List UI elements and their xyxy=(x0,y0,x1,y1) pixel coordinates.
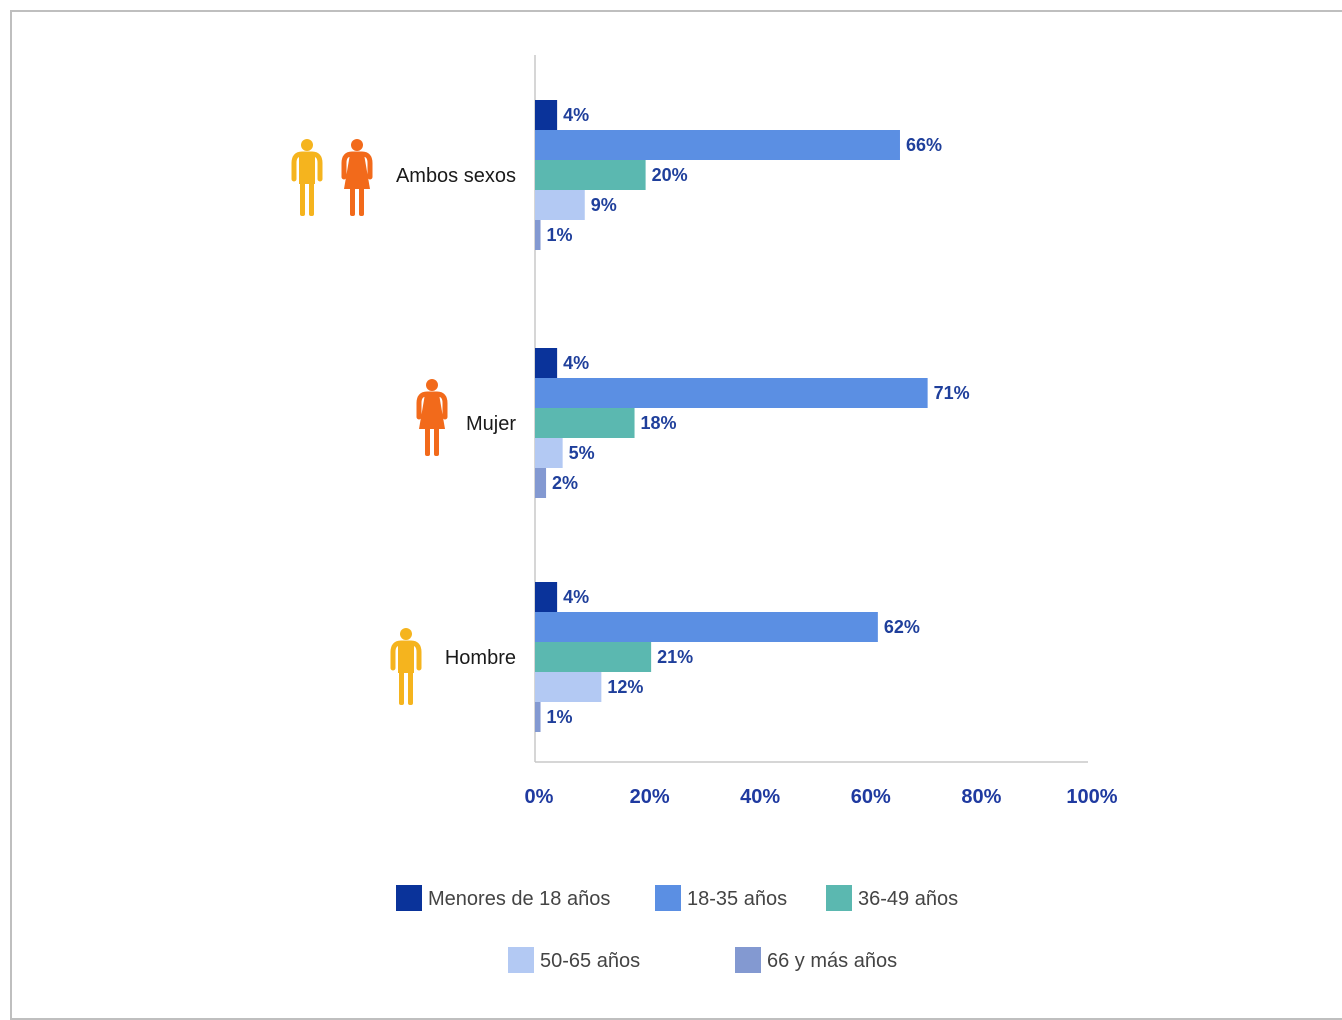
value-label-ambos-sexos-18-35-anos: 66% xyxy=(906,135,942,155)
legend-label-menores-de-18-anos: Menores de 18 años xyxy=(428,888,610,910)
man-icon xyxy=(291,139,323,216)
value-label-ambos-sexos-66-y-mas-anos: 1% xyxy=(547,225,573,245)
legend-swatch-menores-de-18-anos xyxy=(396,885,422,911)
bar-ambos-sexos-50-65-anos xyxy=(535,190,585,220)
value-label-ambos-sexos-36-49-anos: 20% xyxy=(652,165,688,185)
legend-label-50-65-anos: 50-65 años xyxy=(540,950,640,972)
bar-ambos-sexos-66-y-mas-anos xyxy=(535,220,541,250)
x-ticks-group: 0% 20% 40% 60% 80% 100% xyxy=(525,786,1118,808)
legend-swatch-18-35-anos xyxy=(655,885,681,911)
bar-ambos-sexos-18-35-anos xyxy=(535,130,900,160)
value-label-ambos-sexos-50-65-anos: 9% xyxy=(591,195,617,215)
x-tick-label: 60% xyxy=(851,786,891,808)
value-label-hombre-menores-de-18-anos: 4% xyxy=(563,587,589,607)
bar-mujer-menores-de-18-anos xyxy=(535,348,558,378)
bars-group: 4% 66% 20% 9% 1% Ambos sexos 4% 71% 18% 5% 2% Mujer… xyxy=(396,100,970,732)
value-label-mujer-66-y-mas-anos: 2% xyxy=(552,473,578,493)
bar-hombre-18-35-anos xyxy=(535,612,878,642)
category-label-ambos-sexos: Ambos sexos xyxy=(396,165,516,187)
category-label-hombre: Hombre xyxy=(445,647,516,669)
legend-label-66-y-mas-anos: 66 y más años xyxy=(767,950,897,972)
value-label-hombre-50-65-anos: 12% xyxy=(607,677,643,697)
bar-hombre-36-49-anos xyxy=(535,642,652,672)
legend-swatch-36-49-anos xyxy=(826,885,852,911)
bar-hombre-66-y-mas-anos xyxy=(535,702,541,732)
man-icon xyxy=(390,628,422,705)
category-label-mujer: Mujer xyxy=(466,413,516,435)
woman-icon xyxy=(416,379,448,456)
bar-hombre-50-65-anos xyxy=(535,672,602,702)
woman-icon xyxy=(341,139,373,216)
x-tick-label: 0% xyxy=(525,786,554,808)
category-icons-group xyxy=(291,139,448,705)
legend-swatch-50-65-anos xyxy=(508,947,534,973)
bar-ambos-sexos-36-49-anos xyxy=(535,160,646,190)
legend-label-18-35-anos: 18-35 años xyxy=(687,888,787,910)
legend: Menores de 18 años 18-35 años 36-49 años 50… xyxy=(396,885,958,973)
bar-mujer-36-49-anos xyxy=(535,408,635,438)
bar-mujer-66-y-mas-anos xyxy=(535,468,547,498)
value-label-mujer-50-65-anos: 5% xyxy=(569,443,595,463)
bar-ambos-sexos-menores-de-18-anos xyxy=(535,100,558,130)
bar-mujer-18-35-anos xyxy=(535,378,928,408)
value-label-ambos-sexos-menores-de-18-anos: 4% xyxy=(563,105,589,125)
x-tick-label: 20% xyxy=(630,786,670,808)
legend-swatch-66-y-mas-anos xyxy=(735,947,761,973)
value-label-hombre-66-y-mas-anos: 1% xyxy=(547,707,573,727)
value-label-hombre-36-49-anos: 21% xyxy=(657,647,693,667)
x-tick-label: 40% xyxy=(740,786,780,808)
value-label-mujer-36-49-anos: 18% xyxy=(641,413,677,433)
bar-hombre-menores-de-18-anos xyxy=(535,582,558,612)
x-tick-label: 100% xyxy=(1066,786,1117,808)
value-label-mujer-18-35-anos: 71% xyxy=(934,383,970,403)
legend-label-36-49-anos: 36-49 años xyxy=(858,888,958,910)
bar-mujer-50-65-anos xyxy=(535,438,563,468)
value-label-hombre-18-35-anos: 62% xyxy=(884,617,920,637)
x-tick-label: 80% xyxy=(961,786,1001,808)
value-label-mujer-menores-de-18-anos: 4% xyxy=(563,353,589,373)
